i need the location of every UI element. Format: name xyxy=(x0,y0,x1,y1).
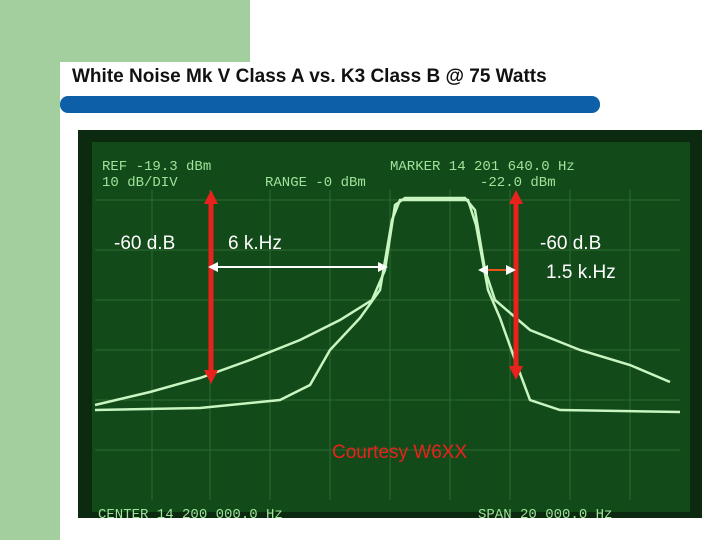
screen-scale: 10 dB/DIV xyxy=(102,175,178,191)
screen-marker-level: -22.0 dBm xyxy=(480,175,556,191)
annotation: -60 d.B xyxy=(114,233,175,254)
screen-ref: REF -19.3 dBm xyxy=(102,159,211,175)
screen-marker: MARKER 14 201 640.0 Hz xyxy=(390,159,575,175)
slide-title: White Noise Mk V Class A vs. K3 Class B … xyxy=(72,66,547,87)
annotation: 1.5 k.Hz xyxy=(546,262,616,283)
credit: Courtesy W6XX xyxy=(332,442,467,463)
arrows xyxy=(204,190,523,384)
annotation: -60 d.B xyxy=(540,233,601,254)
screen-span: SPAN 20 000.0 Hz xyxy=(478,507,612,523)
annotation: 6 k.Hz xyxy=(228,233,282,254)
screen-range: RANGE -0 dBm xyxy=(265,175,366,191)
screen-center: CENTER 14 200 000.0 Hz xyxy=(98,507,283,523)
title-bar xyxy=(60,96,600,113)
side-strip xyxy=(0,0,60,540)
narrow-trace xyxy=(94,198,681,414)
